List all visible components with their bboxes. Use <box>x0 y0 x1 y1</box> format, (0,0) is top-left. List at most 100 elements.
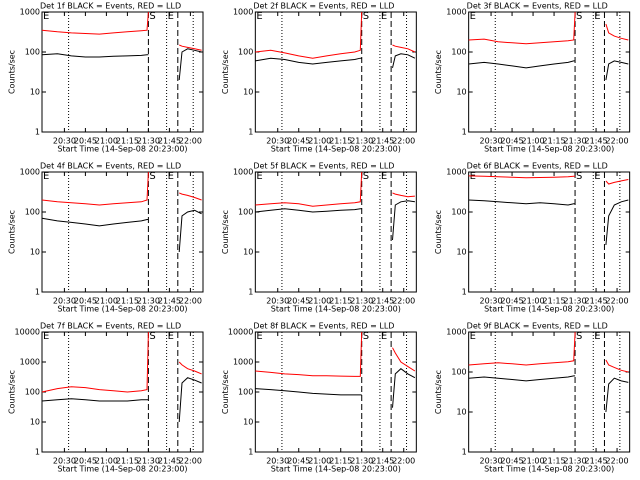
series-line <box>255 53 416 69</box>
x-tick-label: 22:00 <box>179 297 202 306</box>
annotation: E <box>43 171 49 182</box>
annotation: S <box>363 331 369 342</box>
x-tick-label: 20:30 <box>266 457 289 466</box>
x-tick-label: 21:45 <box>371 137 394 146</box>
panel-title: Det 6f BLACK = Events, RED = LLD <box>467 162 608 171</box>
x-tick-label: 20:45 <box>74 297 97 306</box>
series-line <box>255 368 416 408</box>
x-tick-label: 21:15 <box>116 297 139 306</box>
x-tick-label: 20:30 <box>266 297 289 306</box>
y-axis-label: Counts/sec <box>434 50 443 94</box>
annotation: S <box>149 331 155 342</box>
series-line <box>41 331 202 393</box>
annotation: E <box>256 331 262 342</box>
annotation: S <box>363 171 369 182</box>
x-axis-label: Start Time (14-Sep-08 20:23:00) <box>484 145 614 154</box>
x-axis-label: Start Time (14-Sep-08 20:23:00) <box>57 305 187 314</box>
plot-frame <box>468 11 631 133</box>
x-tick-label: 20:30 <box>53 137 76 146</box>
series-line <box>468 11 629 45</box>
x-tick-label: 21:15 <box>116 137 139 146</box>
plot-frame <box>254 331 417 453</box>
x-tick-label: 21:30 <box>564 297 587 306</box>
x-tick-label: 20:30 <box>480 137 503 146</box>
y-tick-label: 1 <box>462 128 467 137</box>
plot-frame <box>41 11 204 133</box>
panel-title: Det 1f BLACK = Events, RED = LLD <box>40 2 181 11</box>
annotation: E <box>168 171 174 182</box>
x-tick-label: 21:30 <box>137 137 160 146</box>
x-tick-label: 21:00 <box>95 297 118 306</box>
x-tick-label: 20:45 <box>287 457 310 466</box>
y-axis-label: Counts/sec <box>434 370 443 414</box>
y-tick-label: 10 <box>243 88 253 97</box>
annotation: S <box>149 11 155 22</box>
y-tick-label: 100 <box>238 388 253 397</box>
annotation: E <box>381 11 387 22</box>
plot-frame <box>468 331 631 453</box>
x-tick-label: 21:15 <box>543 457 566 466</box>
y-tick-label: 1000 <box>233 358 253 367</box>
annotation: S <box>576 171 582 182</box>
x-axis-label: Start Time (14-Sep-08 20:23:00) <box>57 145 187 154</box>
y-tick-label: 100 <box>238 48 253 57</box>
x-tick-label: 22:00 <box>392 457 415 466</box>
series-line <box>41 209 202 253</box>
annotation: E <box>256 11 262 22</box>
x-tick-label: 20:45 <box>74 457 97 466</box>
series-line <box>255 200 415 241</box>
y-tick-label: 100 <box>25 48 40 57</box>
x-tick-label: 21:15 <box>543 137 566 146</box>
annotation: E <box>470 331 476 342</box>
y-tick-label: 1000 <box>446 8 466 17</box>
panel: Det 3f BLACK = Events, RED = LLD 1 10 100 10… <box>434 2 631 154</box>
x-tick-label: 21:00 <box>308 297 331 306</box>
x-tick-label: 22:00 <box>392 297 415 306</box>
x-tick-label: 21:45 <box>585 457 608 466</box>
y-tick-label: 1 <box>462 448 467 457</box>
x-tick-label: 21:30 <box>350 137 373 146</box>
x-axis-label: Start Time (14-Sep-08 20:23:00) <box>271 145 401 154</box>
y-tick-label: 10000 <box>228 328 253 337</box>
y-tick-label: 10000 <box>15 328 40 337</box>
y-tick-label: 10 <box>30 418 40 427</box>
x-tick-label: 22:00 <box>606 457 629 466</box>
x-tick-label: 21:00 <box>95 457 118 466</box>
y-tick-label: 1 <box>248 128 253 137</box>
x-tick-label: 22:00 <box>179 137 202 146</box>
series-line <box>255 171 415 207</box>
x-tick-label: 21:15 <box>543 297 566 306</box>
y-tick-label: 10 <box>456 88 466 97</box>
y-tick-label: 100 <box>451 48 466 57</box>
y-tick-label: 1000 <box>446 328 466 337</box>
x-tick-label: 20:30 <box>480 457 503 466</box>
y-tick-label: 1 <box>35 448 40 457</box>
x-tick-label: 21:45 <box>158 457 181 466</box>
series-line <box>255 11 416 59</box>
x-tick-label: 21:00 <box>522 137 545 146</box>
y-axis-label: Counts/sec <box>221 370 230 414</box>
annotation: E <box>168 11 174 22</box>
annotation: E <box>594 171 600 182</box>
series-line <box>468 60 629 81</box>
x-axis-label: Start Time (14-Sep-08 20:23:00) <box>57 465 187 474</box>
x-tick-label: 20:30 <box>480 297 503 306</box>
annotation: S <box>149 171 155 182</box>
x-tick-label: 20:45 <box>501 457 524 466</box>
y-tick-label: 1 <box>35 288 40 297</box>
annotation: E <box>594 331 600 342</box>
x-tick-label: 20:45 <box>287 137 310 146</box>
panel-title: Det 5f BLACK = Events, RED = LLD <box>253 162 394 171</box>
x-tick-label: 21:45 <box>585 137 608 146</box>
y-tick-label: 1000 <box>233 168 253 177</box>
x-tick-label: 22:00 <box>179 457 202 466</box>
x-tick-label: 20:30 <box>53 457 76 466</box>
panel: Det 8f BLACK = Events, RED = LLD 1 10 100 10… <box>221 322 417 474</box>
y-tick-label: 10 <box>456 408 466 417</box>
series-line <box>468 331 629 373</box>
y-tick-label: 1 <box>248 288 253 297</box>
x-tick-label: 22:00 <box>606 137 629 146</box>
x-tick-label: 21:15 <box>329 297 352 306</box>
x-tick-label: 20:30 <box>53 297 76 306</box>
